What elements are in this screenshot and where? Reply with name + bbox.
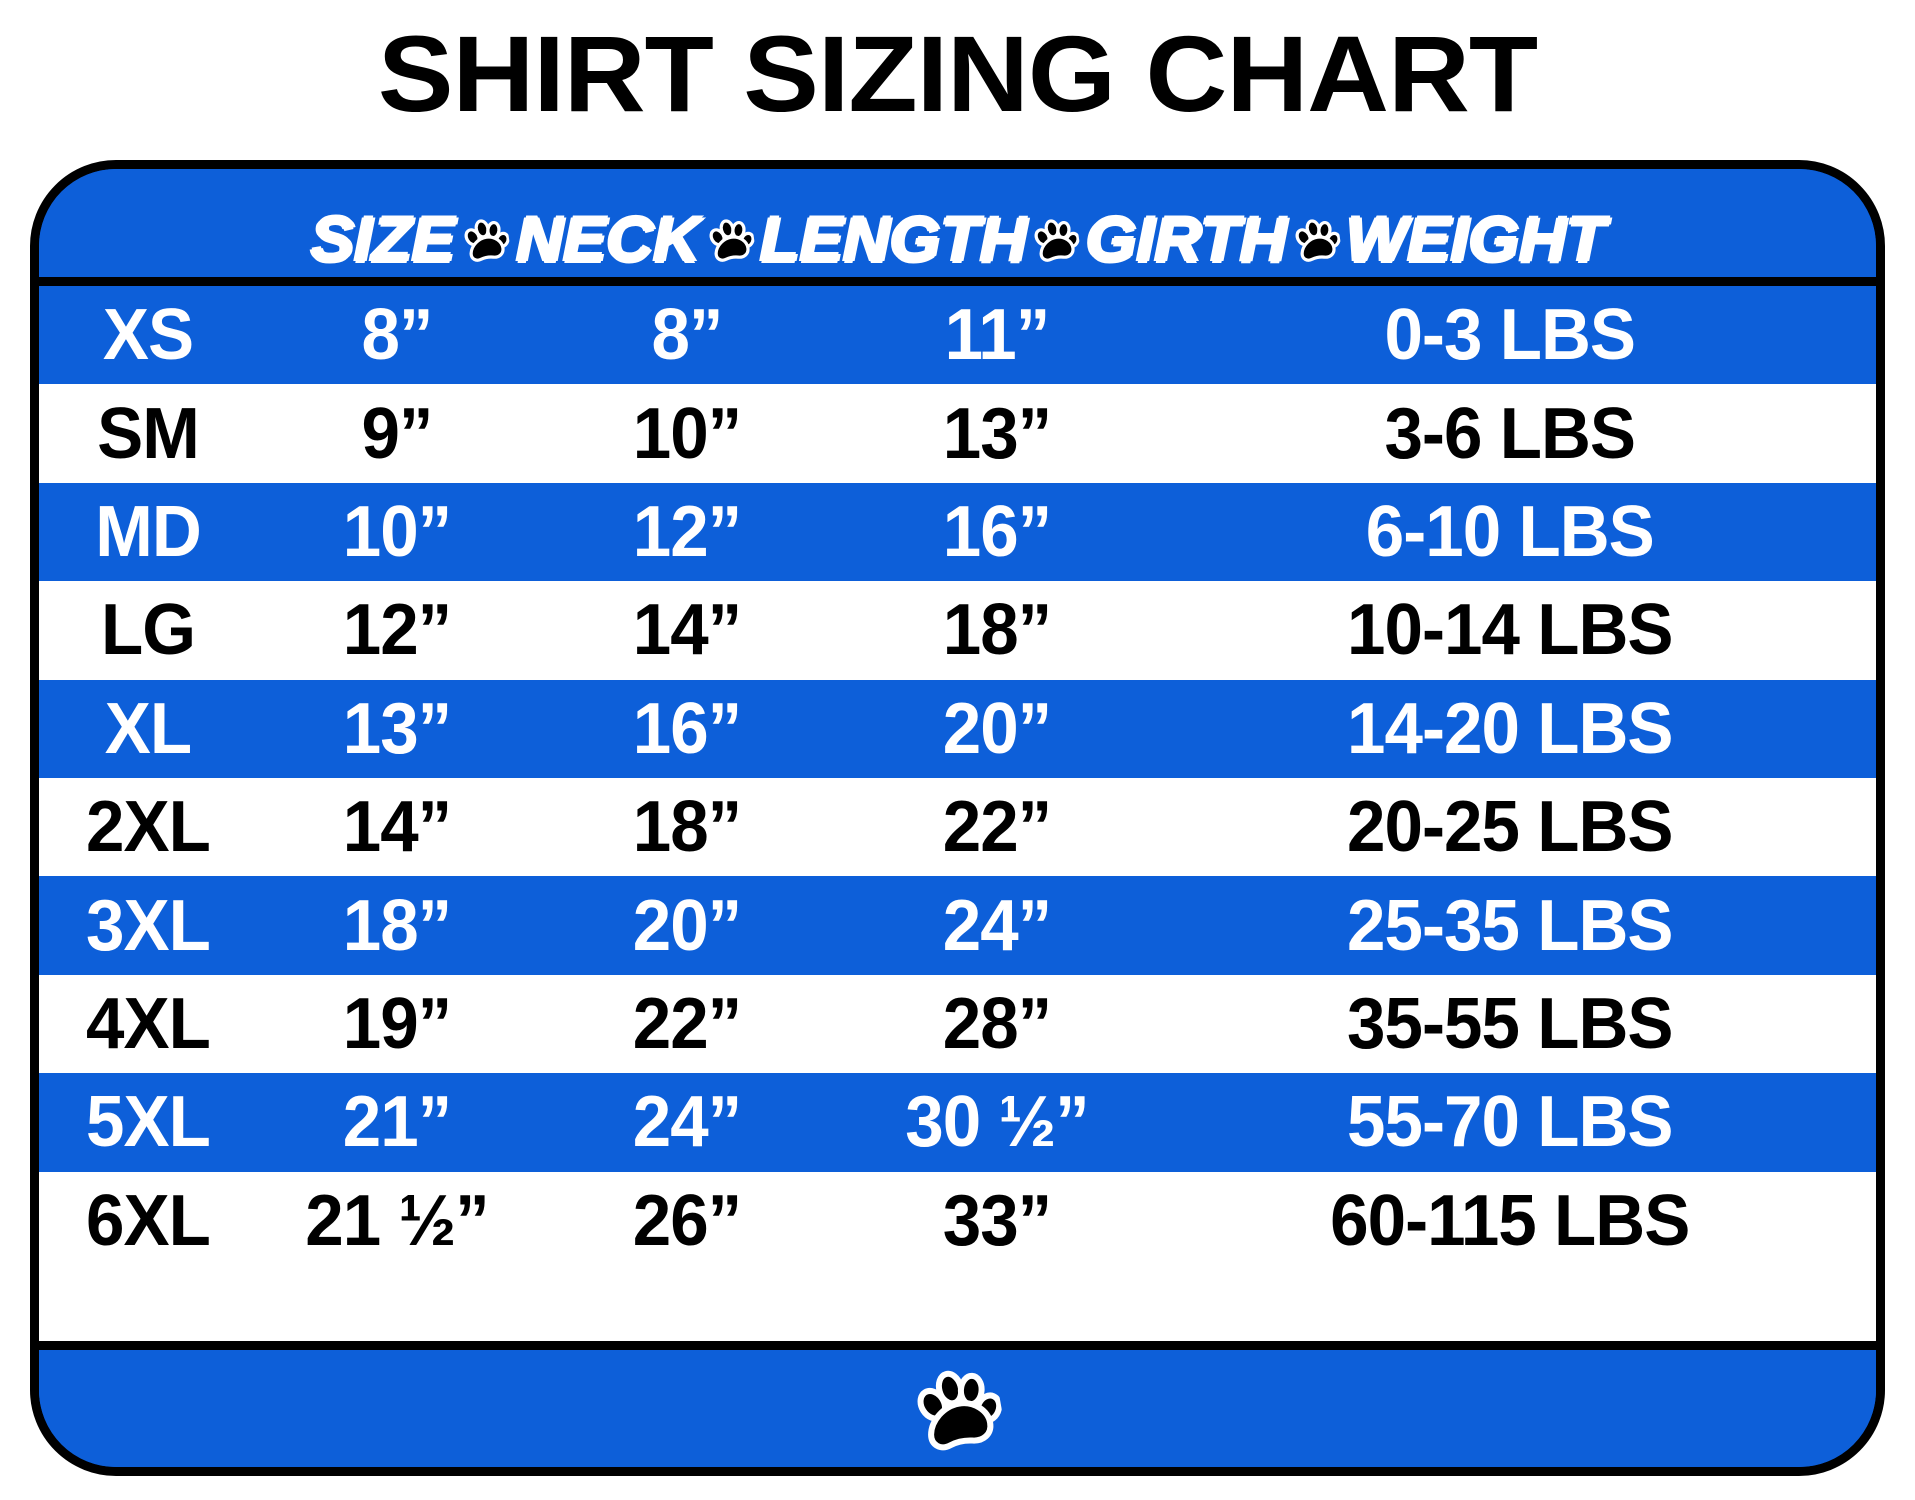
cell-length: 20” <box>632 885 743 966</box>
cell-size: 6XL <box>86 1180 211 1261</box>
cell-length: 24” <box>632 1082 743 1163</box>
cell-weight: 0-3 LBS <box>1384 295 1636 376</box>
cell-size: LG <box>100 590 196 671</box>
cell-length: 8” <box>651 295 723 376</box>
cell-weight: 6-10 LBS <box>1365 491 1655 572</box>
table-header: SIZE NECK <box>39 169 1876 286</box>
cell-neck: 12” <box>342 590 453 671</box>
cell-size: XL <box>104 688 192 769</box>
cell-girth: 18” <box>942 590 1053 671</box>
column-header-neck: NECK <box>516 204 701 275</box>
table-row: XS 8” 8” 11” 0-3 LBS <box>39 286 1876 385</box>
cell-weight: 14-20 LBS <box>1346 688 1674 769</box>
cell-length: 12” <box>632 491 743 572</box>
cell-neck: 9” <box>361 393 433 474</box>
cell-size: 3XL <box>86 885 211 966</box>
cell-length: 10” <box>632 393 743 474</box>
cell-weight: 20-25 LBS <box>1346 787 1674 868</box>
cell-size: SM <box>97 393 200 474</box>
cell-size: 4XL <box>86 983 211 1064</box>
column-header-weight: WEIGHT <box>1345 204 1606 275</box>
table-row: MD 10” 12” 16” 6-10 LBS <box>39 482 1876 582</box>
cell-weight: 35-55 LBS <box>1346 983 1674 1064</box>
paw-print-icon <box>1023 217 1089 263</box>
cell-neck: 10” <box>342 491 453 572</box>
cell-length: 16” <box>632 688 743 769</box>
sizing-chart-card: SIZE NECK <box>30 160 1885 1476</box>
cell-size: 2XL <box>86 787 211 868</box>
table-row: 2XL 14” 18” 22” 20-25 LBS <box>39 777 1876 877</box>
cell-girth: 20” <box>942 688 1053 769</box>
cell-weight: 60-115 LBS <box>1330 1180 1690 1261</box>
column-header-girth: GIRTH <box>1085 204 1287 275</box>
cell-length: 14” <box>632 590 743 671</box>
cell-neck: 19” <box>342 983 453 1064</box>
cell-neck: 13” <box>342 688 453 769</box>
table-row: XL 13” 16” 20” 14-20 LBS <box>39 679 1876 778</box>
cell-length: 18” <box>632 787 743 868</box>
cell-neck: 18” <box>342 885 453 966</box>
cell-weight: 25-35 LBS <box>1346 885 1674 966</box>
table-row: 3XL 18” 20” 24” 25-35 LBS <box>39 876 1876 975</box>
table-header-row: SIZE NECK <box>311 175 1605 275</box>
cell-length: 26” <box>632 1180 743 1261</box>
cell-weight: 10-14 LBS <box>1346 590 1674 671</box>
cell-girth: 24” <box>942 885 1053 966</box>
cell-weight: 3-6 LBS <box>1384 393 1636 474</box>
table-row: 5XL 21” 24” 30 ½” 55-70 LBS <box>39 1073 1876 1172</box>
paw-print-icon <box>698 217 764 263</box>
cell-girth: 11” <box>944 295 1051 376</box>
sizing-table-body: XS 8” 8” 11” 0-3 LBS SM 9” 10” 13” 3-6 LBS MD 10” 12… <box>39 286 1876 1368</box>
cell-length: 22” <box>632 983 743 1064</box>
cell-girth: 28” <box>942 983 1053 1064</box>
cell-girth: 30 ½” <box>905 1082 1089 1163</box>
paw-print-icon <box>915 1366 1002 1452</box>
cell-neck: 14” <box>342 787 453 868</box>
cell-girth: 16” <box>942 491 1053 572</box>
cell-girth: 13” <box>942 393 1053 474</box>
cell-size: XS <box>102 295 194 376</box>
table-footer <box>39 1341 1876 1467</box>
cell-neck: 21” <box>342 1082 453 1163</box>
table-row: 4XL 19” 22” 28” 35-55 LBS <box>39 974 1876 1074</box>
column-header-size: SIZE <box>311 204 456 275</box>
cell-weight: 55-70 LBS <box>1346 1082 1674 1163</box>
cell-girth: 33” <box>942 1180 1053 1261</box>
cell-size: MD <box>95 491 202 572</box>
cell-size: 5XL <box>86 1082 211 1163</box>
column-header-length: LENGTH <box>759 204 1027 275</box>
table-row: SM 9” 10” 13” 3-6 LBS <box>39 384 1876 483</box>
table-row: LG 12” 14” 18” 10-14 LBS <box>39 581 1876 680</box>
cell-girth: 22” <box>942 787 1053 868</box>
cell-neck: 21 ½” <box>305 1180 489 1261</box>
table-row: 6XL 21 ½” 26” 33” 60-115 LBS <box>39 1171 1876 1270</box>
cell-neck: 8” <box>361 295 433 376</box>
page-title: SHIRT SIZING CHART <box>377 13 1538 134</box>
paw-print-icon <box>1284 217 1350 263</box>
paw-print-icon <box>453 217 519 263</box>
